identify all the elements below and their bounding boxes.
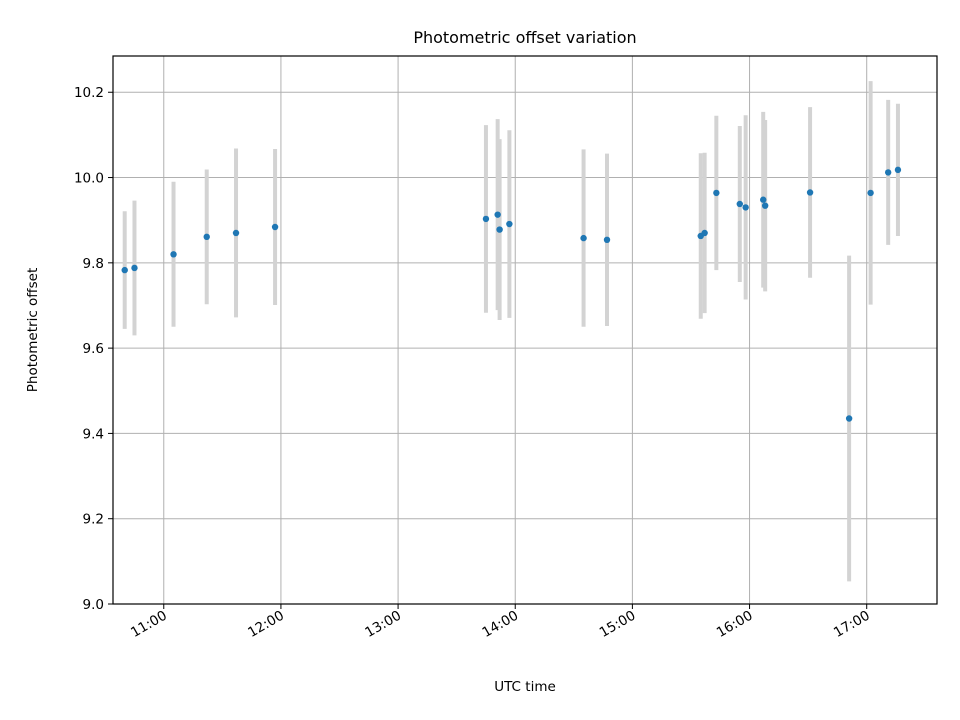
data-point [121,266,128,274]
data-point [884,169,892,176]
y-axis: 9.0 9.2 9.4 9.6 9.8 10.0 10.2 [74,85,113,613]
data-point [271,223,279,231]
data-point [867,189,874,197]
data-point [742,204,749,211]
x-axis: 11:00 12:00 13:00 14:00 15:00 16:00 17:00 [128,604,873,641]
y-tick-label: 9.2 [83,512,104,528]
data-point [494,211,501,218]
x-tick-label: 15:00 [597,608,639,641]
y-axis-label: Photometric offset [25,268,41,392]
data-point [482,215,490,223]
data-point [760,196,767,203]
x-tick-label: 12:00 [245,608,287,641]
plot-frame [112,55,938,605]
data-point [580,234,587,242]
x-tick-label: 13:00 [362,608,404,641]
data-point [736,200,743,208]
data-point [806,189,814,196]
y-tick-label: 10.0 [74,171,104,187]
chart-title: Photometric offset variation [413,28,636,47]
data-point [496,226,503,233]
data-point [894,166,902,174]
data-point [506,220,513,228]
y-tick-label: 9.8 [83,256,104,272]
data-point [713,189,720,197]
data-point [170,251,177,258]
x-tick-label: 16:00 [714,608,756,641]
data-point [203,233,210,241]
x-tick-label: 11:00 [128,608,170,641]
y-tick-label: 10.2 [74,85,104,101]
data-point [761,202,769,209]
data-point [701,229,708,237]
grid-layer [113,56,937,605]
errorbar-layer [122,81,900,582]
data-point [232,229,240,237]
data-point [603,236,611,244]
y-tick-label: 9.0 [83,597,104,613]
y-tick-label: 9.6 [83,341,104,357]
x-tick-label: 14:00 [480,608,522,641]
data-point [131,264,138,272]
x-tick-label: 17:00 [831,608,873,641]
y-tick-label: 9.4 [83,426,104,442]
data-point [845,415,853,422]
x-axis-label: UTC time [494,679,556,695]
point-layer [121,166,902,422]
